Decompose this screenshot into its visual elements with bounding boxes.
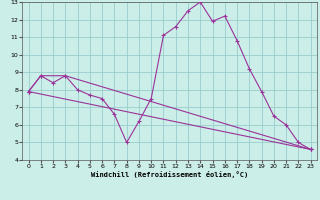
X-axis label: Windchill (Refroidissement éolien,°C): Windchill (Refroidissement éolien,°C) — [91, 171, 248, 178]
